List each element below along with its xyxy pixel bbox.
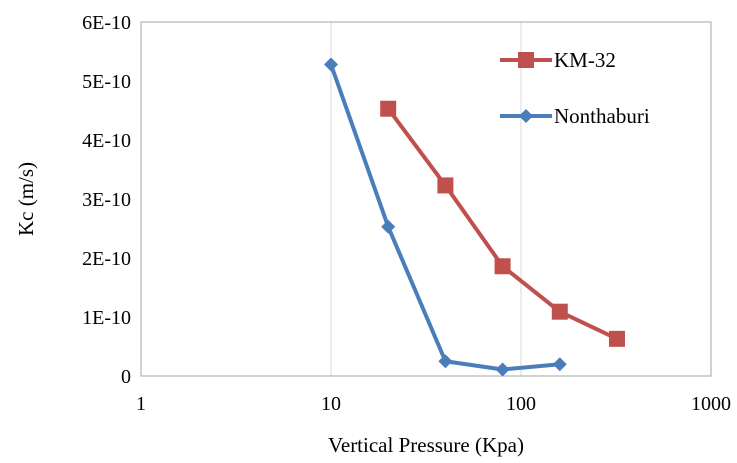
x-axis-title: Vertical Pressure (Kpa) — [328, 433, 524, 457]
x-tick-label: 1000 — [691, 393, 731, 415]
y-tick-label: 6E-10 — [82, 12, 131, 34]
plot-area — [140, 21, 712, 377]
y-tick-label: 1E-10 — [82, 307, 131, 329]
data-point — [380, 100, 397, 117]
x-tick-label: 1 — [136, 393, 146, 415]
data-point — [438, 354, 453, 369]
data-point — [608, 330, 625, 347]
data-point — [437, 177, 454, 194]
y-axis-title: Kc (m/s) — [14, 162, 38, 236]
x-tick-labels: 1 10 100 1000 — [136, 393, 731, 415]
series-layer — [324, 57, 625, 377]
legend-marker — [518, 52, 534, 68]
data-point — [552, 357, 567, 372]
y-tick-label: 0 — [121, 366, 131, 388]
y-tick-label: 4E-10 — [82, 130, 131, 152]
data-point — [551, 303, 568, 320]
y-tick-label: 2E-10 — [82, 248, 131, 270]
y-tick-label: 3E-10 — [82, 189, 131, 211]
x-tick-label: 10 — [321, 393, 341, 415]
legend-marker — [519, 109, 533, 123]
data-point — [495, 362, 510, 377]
legend-entry: KM-32 — [500, 48, 616, 72]
legend-entry: Nonthaburi — [500, 104, 650, 128]
y-tick-label: 5E-10 — [82, 71, 131, 93]
series-1 — [324, 57, 567, 377]
legend-label: KM-32 — [554, 48, 616, 72]
data-point — [381, 219, 396, 234]
grid-lines — [140, 22, 712, 376]
series-0 — [380, 100, 625, 347]
legend-label: Nonthaburi — [554, 104, 650, 128]
x-tick-label: 100 — [506, 393, 536, 415]
legend: KM-32 Nonthaburi — [500, 48, 650, 128]
y-tick-labels: 0 1E-10 2E-10 3E-10 4E-10 5E-10 6E-10 — [82, 12, 131, 388]
data-point — [324, 57, 338, 72]
data-point — [494, 258, 511, 275]
